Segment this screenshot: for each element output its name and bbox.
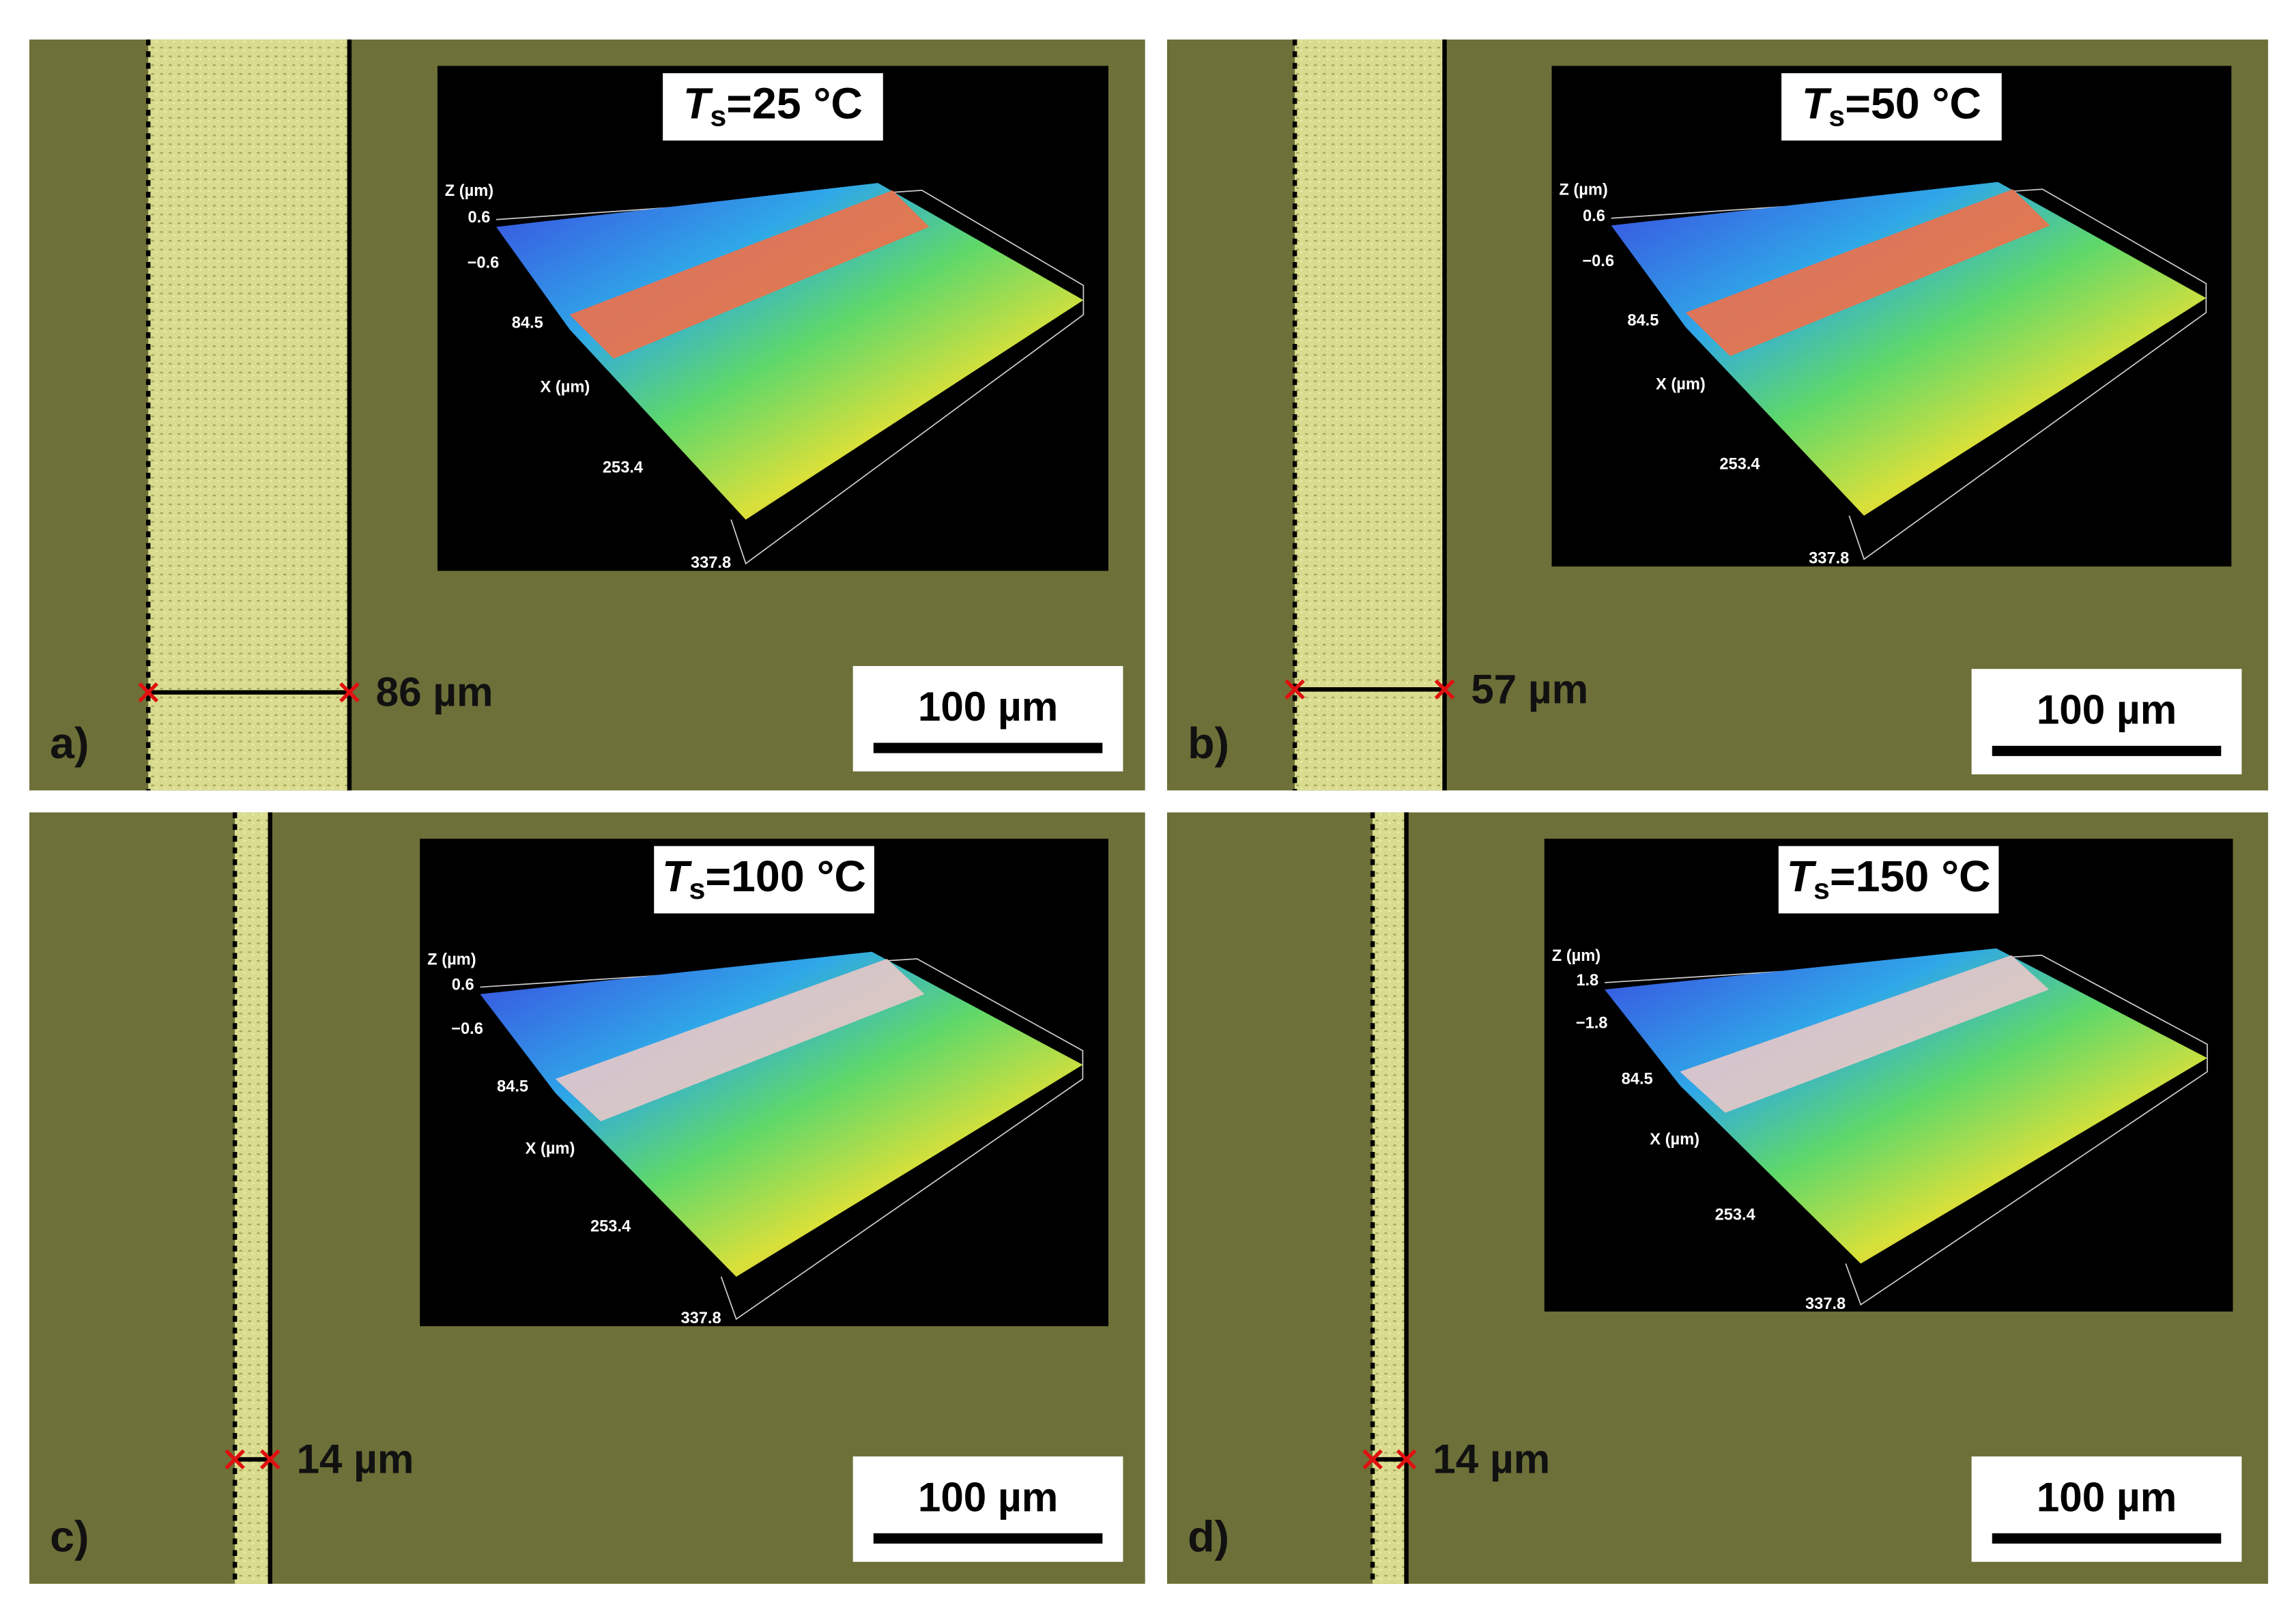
marker xyxy=(259,1449,281,1470)
panel-label: d) xyxy=(1188,1512,1229,1561)
marker xyxy=(138,682,159,703)
axis-label: 84.5 xyxy=(1627,312,1659,330)
title-symbol: T xyxy=(1787,852,1817,901)
axis-label: 1.8 xyxy=(1576,972,1598,990)
axis-label: Z (µm) xyxy=(1552,947,1601,965)
inset-title: Ts=150 °C xyxy=(1787,852,1991,906)
surface-ridge xyxy=(555,959,925,1122)
track xyxy=(1295,39,1445,791)
scale-box xyxy=(1971,1456,2242,1562)
axis-label: X (µm) xyxy=(526,1140,575,1158)
axis-label: 253.4 xyxy=(1719,456,1760,474)
panel-label: a) xyxy=(50,719,89,768)
width-label: 86 µm xyxy=(376,669,493,715)
axis-label: 253.4 xyxy=(590,1218,631,1236)
scale-box xyxy=(852,1456,1123,1562)
axis-label: 337.8 xyxy=(691,554,731,572)
title-subscript: s xyxy=(710,100,726,133)
title-subscript: s xyxy=(1828,100,1845,133)
scale-label: 100 µm xyxy=(2037,1474,2177,1520)
title-symbol: T xyxy=(683,79,713,128)
surface xyxy=(1605,948,2207,1264)
scale-box xyxy=(852,665,1123,772)
scale-label: 100 µm xyxy=(918,684,1058,730)
width-label: 14 µm xyxy=(1433,1437,1550,1482)
axis-label: −0.6 xyxy=(1582,252,1614,270)
surface xyxy=(496,183,1084,520)
surface-ridge xyxy=(1680,955,2050,1113)
title-text: =100 °C xyxy=(705,852,866,901)
title-text: =25 °C xyxy=(726,79,863,128)
scale-label: 100 µm xyxy=(2037,687,2177,733)
title-subscript: s xyxy=(689,874,705,906)
track xyxy=(235,812,270,1584)
inset-title: Ts=100 °C xyxy=(662,852,866,906)
axis-label: 253.4 xyxy=(1715,1207,1755,1224)
scale-box xyxy=(1971,669,2242,775)
title-symbol: T xyxy=(1802,79,1832,128)
surface-ridge xyxy=(1685,189,2050,356)
width-label: 14 µm xyxy=(296,1437,414,1482)
inset-title: Ts=25 °C xyxy=(683,79,863,133)
title-symbol: T xyxy=(662,852,692,901)
scale-label: 100 µm xyxy=(918,1474,1058,1520)
axis-label: 0.6 xyxy=(468,209,491,227)
title-box xyxy=(663,73,883,141)
surface-ridge xyxy=(569,190,930,359)
width-label: 57 µm xyxy=(1471,666,1588,712)
inset-title: Ts=50 °C xyxy=(1802,79,1981,133)
panel-label: b) xyxy=(1188,719,1229,768)
panel: 86 µm a) 100 µm Ts=25 °C Z (µm) 0.6 −0.6 84.5 X … xyxy=(29,39,1145,791)
title-box xyxy=(1781,73,2002,141)
marker xyxy=(225,1449,245,1470)
panel: 14 µm d) 100 µm Ts=150 °C Z (µm) 1.8 −1.8 84.5 X… xyxy=(1166,812,2269,1584)
title-subscript: s xyxy=(1813,874,1830,906)
track xyxy=(148,39,349,791)
panel: 57 µm b) 100 µm Ts=50 °C Z (µm) 0.6 −0.6 84.5 X … xyxy=(1166,39,2269,791)
axis-label: 253.4 xyxy=(603,459,643,477)
axis-label: −0.6 xyxy=(451,1020,483,1038)
axis-label: −1.8 xyxy=(1576,1014,1608,1032)
title-box xyxy=(1778,846,1999,914)
axis-label: 84.5 xyxy=(497,1078,528,1096)
axis-label: 337.8 xyxy=(680,1310,721,1327)
axis-label: 0.6 xyxy=(452,977,474,994)
title-text: =150 °C xyxy=(1830,852,1991,901)
marker xyxy=(1362,1449,1383,1470)
title-box xyxy=(654,846,874,914)
axis-label: 84.5 xyxy=(1622,1071,1653,1088)
marker xyxy=(339,682,360,703)
track xyxy=(1373,812,1407,1584)
axis-label: X (µm) xyxy=(541,379,590,396)
panel-label: c) xyxy=(50,1512,89,1561)
surface xyxy=(1611,182,2207,516)
panel: 14 µm c) 100 µm Ts=100 °C Z (µm) 0.6 −0.6 84.5 X… xyxy=(29,812,1145,1584)
surface xyxy=(480,951,1083,1277)
axis-label: Z (µm) xyxy=(445,182,493,200)
axis-label: 337.8 xyxy=(1809,550,1849,568)
axis-label: Z (µm) xyxy=(1559,182,1607,199)
marker xyxy=(1285,679,1305,700)
marker xyxy=(1434,679,1455,700)
axis-label: 337.8 xyxy=(1805,1295,1846,1313)
axis-label: 84.5 xyxy=(512,314,543,332)
axis-label: 0.6 xyxy=(1583,207,1605,225)
axis-label: X (µm) xyxy=(1650,1131,1699,1149)
marker xyxy=(1396,1449,1417,1470)
axis-label: X (µm) xyxy=(1656,376,1706,394)
axis-label: −0.6 xyxy=(468,254,500,272)
axis-label: Z (µm) xyxy=(427,951,476,968)
title-text: =50 °C xyxy=(1845,79,1981,128)
